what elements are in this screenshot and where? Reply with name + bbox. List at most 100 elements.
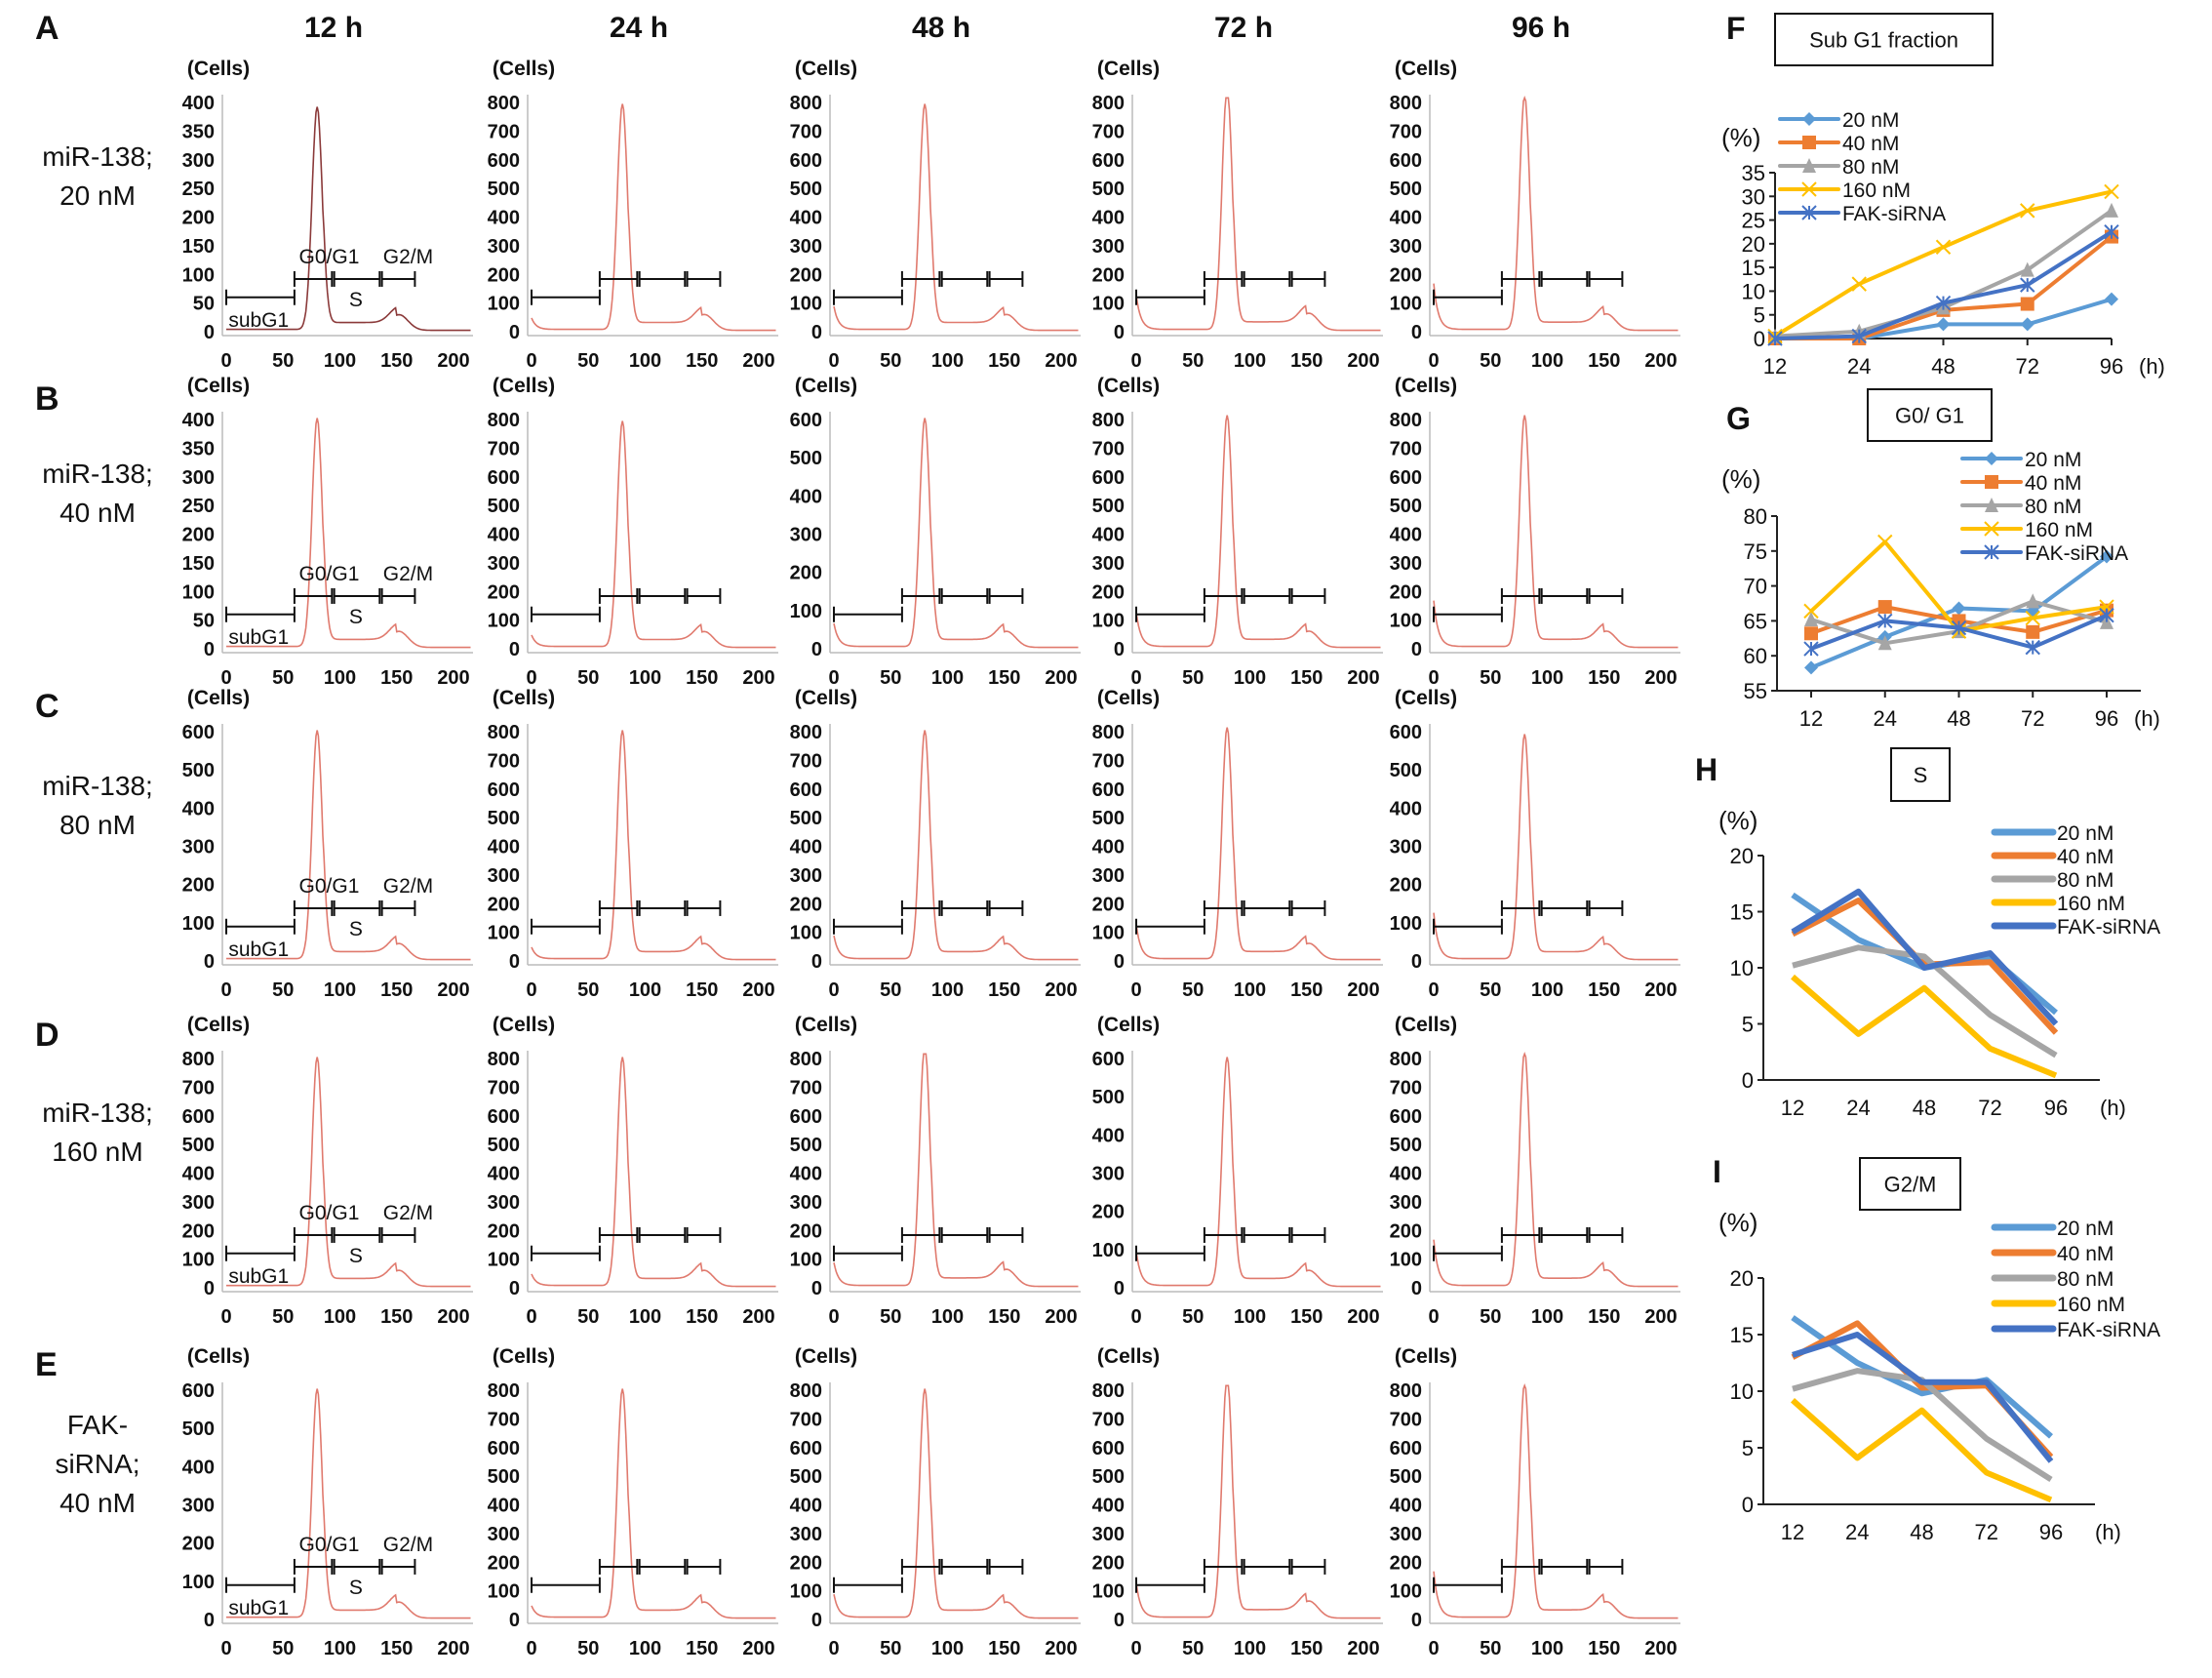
x-tick-label: 50 xyxy=(272,350,294,372)
x-tick-label: 200 xyxy=(1644,1306,1677,1328)
x-tick-label: 150 xyxy=(686,1638,718,1659)
x-tick-label: 0 xyxy=(220,1306,231,1328)
histogram-panel: (Cells) 0 100 200 300 400 500 600 700 800 0 50 100 15… xyxy=(790,1014,1081,1328)
y-tick-label: 0 xyxy=(1742,1493,1754,1517)
series: 160 nM xyxy=(1791,893,2125,1079)
y-tick-label: 300 xyxy=(790,1524,822,1545)
y-tick-label: 100 xyxy=(1092,611,1125,632)
y-tick-label: 35 xyxy=(1742,161,1765,185)
marker-star xyxy=(1767,331,1783,346)
y-tick-label: 700 xyxy=(1390,1077,1422,1099)
marker-triangle xyxy=(1804,611,1818,626)
y-tick-label: 0 xyxy=(1114,1610,1125,1631)
y-tick-label: 350 xyxy=(182,438,215,459)
panel-letter: B xyxy=(35,380,59,418)
y-tick-label: 400 xyxy=(1390,208,1422,229)
marker-x xyxy=(2020,203,2035,219)
y-axis-label: (Cells) xyxy=(493,375,555,397)
y-tick-label: 100 xyxy=(1390,1581,1422,1603)
y-tick-label: 400 xyxy=(1092,525,1125,546)
y-tick-label: 700 xyxy=(790,1077,822,1099)
y-tick-label: 200 xyxy=(1092,581,1125,603)
x-tick-label: 150 xyxy=(686,1306,718,1328)
y-tick-label: 10 xyxy=(1742,279,1765,303)
x-tick-label: 50 xyxy=(1480,350,1501,372)
y-tick-label: 800 xyxy=(488,722,520,743)
x-tick-label: 150 xyxy=(1588,1638,1620,1659)
y-tick-label: 300 xyxy=(1390,837,1422,859)
y-tick-label: 300 xyxy=(1092,553,1125,575)
y-tick-label: 400 xyxy=(1390,798,1422,819)
x-tick-label: 24 xyxy=(1874,706,1897,731)
histogram-curve xyxy=(833,730,1079,961)
histogram-curve xyxy=(1433,1382,1679,1619)
x-tick-label: 150 xyxy=(1588,667,1620,689)
y-tick-label: 0 xyxy=(509,1278,520,1299)
y-tick-label: 500 xyxy=(1092,496,1125,517)
row-label: 40 nM xyxy=(59,1488,136,1518)
gate-label-g2m: G2/M xyxy=(383,1202,433,1224)
y-tick-label: 200 xyxy=(1390,581,1422,603)
y-tick-label: 5 xyxy=(1754,303,1765,328)
y-tick-label: 0 xyxy=(204,1278,215,1299)
series-line xyxy=(1791,1315,2053,1439)
y-tick-label: 100 xyxy=(1092,923,1125,944)
y-tick-label: 800 xyxy=(488,93,520,114)
y-tick-label: 400 xyxy=(182,1164,215,1185)
marker-diamond xyxy=(1985,452,1998,465)
y-tick-label: 5 xyxy=(1742,1436,1754,1460)
marker-star xyxy=(1984,544,1999,560)
histogram-panel: (Cells) 0 100 200 300 400 500 600 700 800 0 50 100 15… xyxy=(1092,375,1383,689)
x-tick-label: 200 xyxy=(1347,667,1379,689)
series: 20 nM xyxy=(1804,449,2113,675)
histogram-panel: (Cells) 0 100 200 300 400 500 600 0 50 100 150 200 su… xyxy=(182,687,473,1001)
series: 160 nM xyxy=(1791,1294,2125,1503)
marker-star xyxy=(1951,619,1967,636)
y-tick-label: 400 xyxy=(790,208,822,229)
histogram-curve xyxy=(833,418,1079,649)
y-tick-label: 10 xyxy=(1730,1379,1754,1404)
x-tick-label: 12 xyxy=(1781,1520,1804,1544)
panel-letter: C xyxy=(35,688,59,725)
marker-x xyxy=(2104,183,2119,200)
marker-x xyxy=(1803,603,1819,619)
y-tick-label: 700 xyxy=(1092,750,1125,772)
y-tick-label: 500 xyxy=(182,760,215,781)
y-tick-label: 800 xyxy=(1092,1380,1125,1402)
y-tick-label: 0 xyxy=(204,639,215,660)
histogram-panel: (Cells) 0 100 200 300 400 500 600 700 800 0 50 100 15… xyxy=(1390,375,1680,689)
histogram-curve xyxy=(833,1053,1079,1288)
x-tick-label: 0 xyxy=(1130,1638,1141,1659)
y-axis-label: (Cells) xyxy=(1395,687,1457,709)
x-tick-label: 200 xyxy=(742,350,774,372)
histogram-panel: (Cells) 0 100 200 300 400 500 600 700 800 0 50 100 15… xyxy=(790,1345,1081,1659)
marker-triangle xyxy=(2105,202,2118,218)
legend-label: FAK-siRNA xyxy=(2025,542,2128,565)
gate-label-g0g1: G0/G1 xyxy=(299,563,360,585)
x-tick-label: 200 xyxy=(437,350,469,372)
histogram-panel: (Cells) 0 100 200 300 400 500 600 700 800 0 50 100 15… xyxy=(1390,58,1680,372)
x-tick-label: 100 xyxy=(1531,1306,1563,1328)
panel-letter: E xyxy=(35,1346,58,1383)
y-tick-label: 600 xyxy=(1092,1438,1125,1459)
y-tick-label: 30 xyxy=(1742,184,1765,209)
y-tick-label: 0 xyxy=(509,1610,520,1631)
y-tick-label: 150 xyxy=(182,553,215,575)
legend-label: 80 nM xyxy=(2025,496,2081,518)
y-axis-label: (Cells) xyxy=(187,1345,250,1368)
x-tick-label: 150 xyxy=(988,1638,1020,1659)
x-tick-label: 150 xyxy=(1588,979,1620,1001)
y-tick-label: 700 xyxy=(488,750,520,772)
chart-title: G2/M xyxy=(1884,1173,1937,1197)
x-tick-label: 200 xyxy=(437,1638,469,1659)
series: 20 nM xyxy=(1791,1218,2113,1439)
y-axis-label: (Cells) xyxy=(1097,58,1160,80)
x-tick-label: 48 xyxy=(1931,354,1955,379)
histogram-curve xyxy=(1135,415,1381,649)
y-tick-label: 0 xyxy=(1411,1610,1422,1631)
legend-label: FAK-siRNA xyxy=(1842,203,1946,225)
histogram-curve xyxy=(531,1388,776,1619)
histogram-panel: (Cells) 0 100 200 300 400 500 600 700 800 0 50 100 15… xyxy=(790,687,1081,1001)
y-tick-label: 600 xyxy=(1092,779,1125,801)
y-tick-label: 200 xyxy=(182,1534,215,1555)
